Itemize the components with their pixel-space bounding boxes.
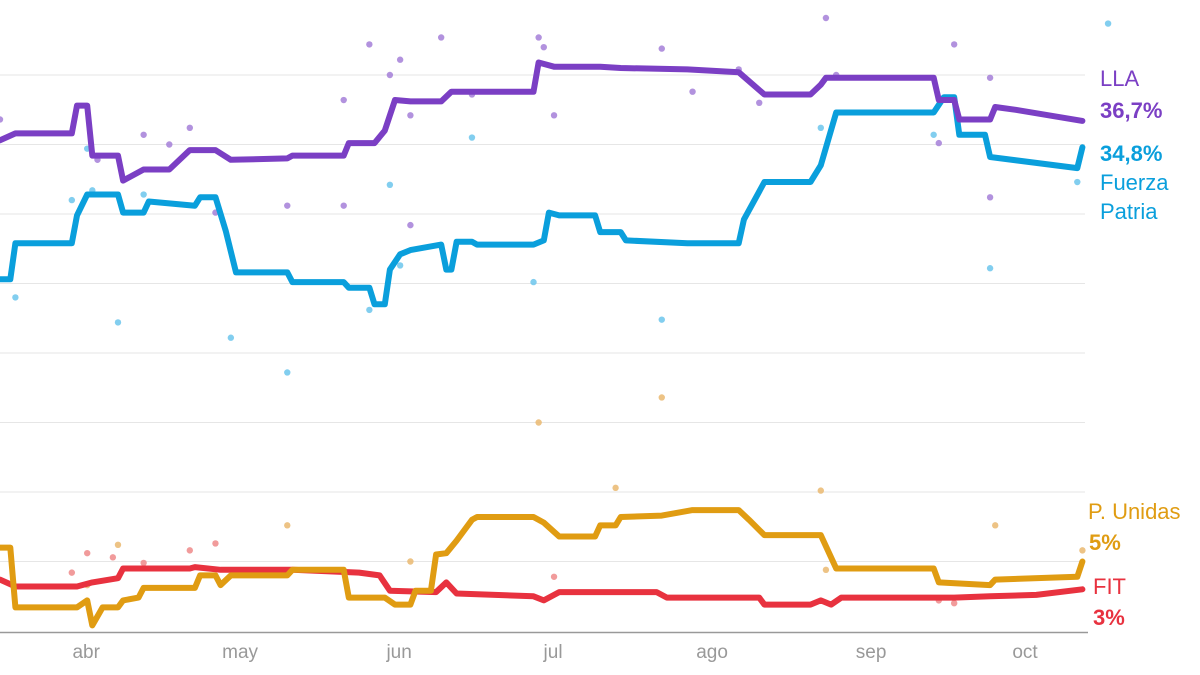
poll-dot bbox=[950, 600, 958, 607]
trend-line-lla bbox=[0, 59, 1086, 184]
poll-dot bbox=[340, 202, 347, 209]
poll-dot bbox=[366, 306, 373, 314]
poll-dot bbox=[340, 96, 347, 104]
poll-dot bbox=[366, 41, 373, 48]
poll-dot bbox=[12, 294, 19, 301]
poll-dot bbox=[140, 191, 147, 198]
poll-dot bbox=[284, 369, 291, 376]
x-tick-label: jul bbox=[543, 642, 563, 663]
x-axis: abr may jun jul ago sep oct bbox=[72, 642, 1038, 663]
poll-dot bbox=[468, 134, 476, 141]
poll-dot bbox=[437, 34, 445, 41]
poll-dot bbox=[166, 141, 173, 148]
poll-dot bbox=[109, 554, 117, 561]
poll-dot bbox=[817, 487, 824, 494]
label-lla-value: 36,7% bbox=[1100, 98, 1163, 123]
poll-dot bbox=[68, 569, 76, 576]
poll-dot bbox=[689, 88, 696, 95]
poll-dot bbox=[284, 522, 291, 529]
poll-dot bbox=[992, 522, 999, 529]
poll-dot bbox=[930, 131, 937, 138]
label-fit-name: FIT bbox=[1093, 574, 1126, 599]
poll-dot bbox=[822, 14, 830, 22]
trend-line-p-unidas bbox=[0, 507, 1086, 629]
label-fp-name-1: Fuerza bbox=[1100, 170, 1169, 195]
poll-dot bbox=[935, 139, 942, 147]
label-lla-name: LLA bbox=[1100, 66, 1140, 91]
poll-dot bbox=[950, 41, 958, 48]
poll-dot bbox=[212, 540, 219, 547]
poll-dot bbox=[756, 99, 763, 107]
poll-dot bbox=[114, 541, 122, 549]
label-fit-value: 3% bbox=[1093, 605, 1125, 630]
poll-dot bbox=[140, 559, 147, 567]
poll-dot bbox=[386, 181, 394, 189]
x-tick-label: abr bbox=[72, 642, 100, 663]
gridlines bbox=[0, 74, 1088, 634]
x-tick-label: jun bbox=[385, 642, 411, 663]
poll-dot bbox=[140, 131, 147, 138]
poll-dot bbox=[658, 394, 665, 401]
poll-dot bbox=[386, 71, 394, 79]
poll-dot bbox=[1104, 20, 1112, 27]
trend-line-fuerza-patria bbox=[0, 94, 1086, 308]
label-fp-name-2: Patria bbox=[1100, 199, 1158, 224]
poll-dot bbox=[84, 549, 91, 557]
poll-dot bbox=[227, 334, 235, 341]
poll-dot bbox=[658, 316, 665, 323]
poll-dot bbox=[535, 34, 542, 41]
label-pu-value: 5% bbox=[1089, 530, 1121, 555]
poll-dot bbox=[817, 124, 824, 132]
poll-dot bbox=[822, 566, 830, 574]
poll-dot bbox=[1074, 178, 1081, 186]
poll-dots bbox=[0, 14, 1112, 607]
poll-dot bbox=[986, 194, 994, 201]
poll-dot bbox=[68, 196, 76, 204]
x-tick-label: ago bbox=[696, 642, 728, 663]
poll-dot bbox=[407, 112, 414, 119]
poll-dot bbox=[407, 221, 414, 229]
poll-dot bbox=[658, 45, 665, 52]
poll-dot bbox=[0, 116, 4, 123]
poll-dot bbox=[540, 44, 547, 51]
x-tick-label: sep bbox=[856, 642, 887, 663]
poll-dot bbox=[535, 419, 542, 426]
poll-dot bbox=[396, 262, 404, 269]
poll-dot bbox=[186, 547, 194, 554]
poll-dot bbox=[986, 74, 994, 81]
poll-dot bbox=[284, 202, 291, 209]
label-fp-value: 34,8% bbox=[1100, 141, 1163, 166]
poll-dot bbox=[530, 278, 537, 286]
trend-lines bbox=[0, 59, 1086, 629]
poll-dot bbox=[550, 573, 558, 580]
x-tick-label: may bbox=[222, 642, 258, 663]
trend-line-fit bbox=[0, 564, 1086, 608]
label-pu-name: P. Unidas bbox=[1088, 499, 1181, 524]
poll-dot bbox=[1079, 547, 1086, 554]
poll-dot bbox=[407, 558, 414, 565]
poll-dot bbox=[986, 265, 994, 272]
poll-dot bbox=[114, 319, 122, 326]
poll-dot bbox=[186, 124, 194, 132]
poll-dot bbox=[612, 484, 619, 492]
poll-dot bbox=[550, 112, 558, 119]
x-tick-label: oct bbox=[1012, 642, 1038, 663]
poll-dot bbox=[396, 56, 404, 63]
